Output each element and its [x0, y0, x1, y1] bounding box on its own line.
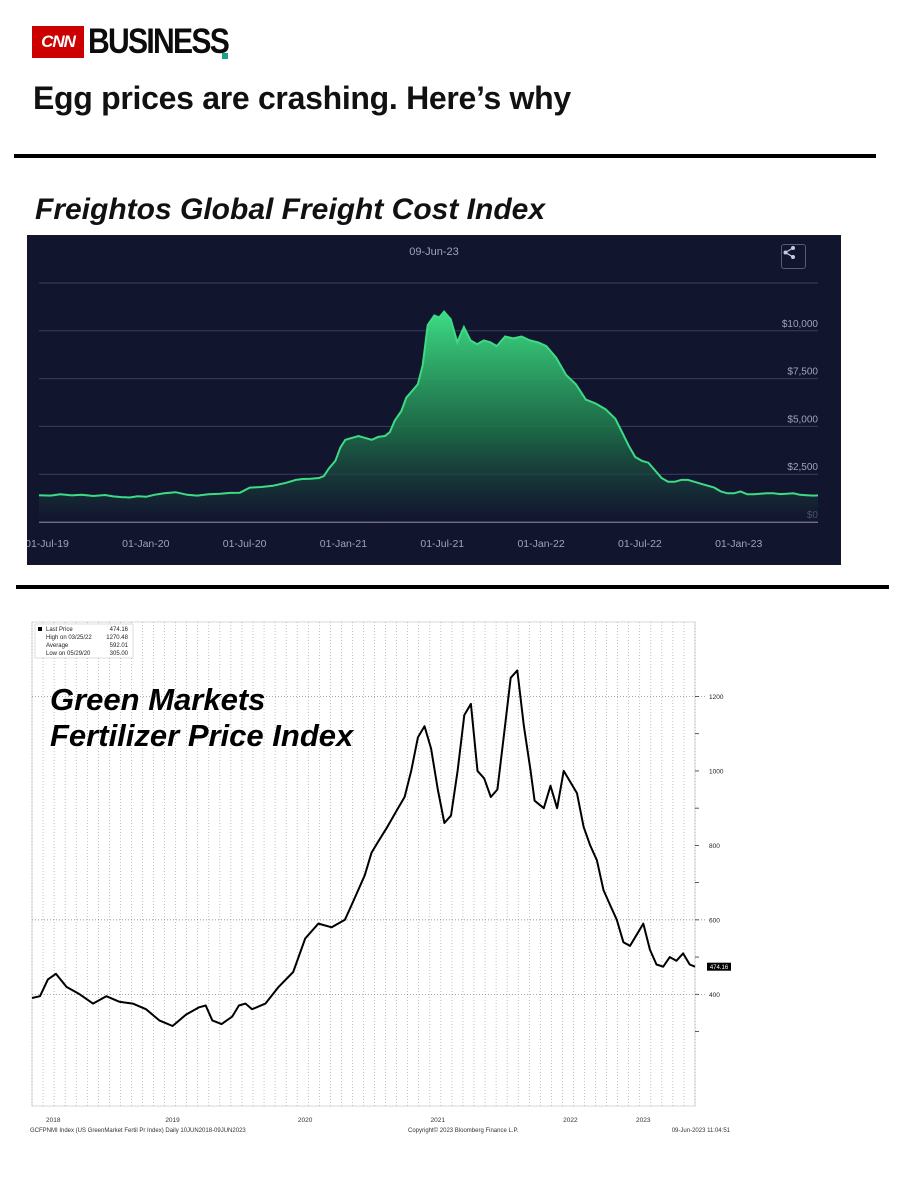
x-tick-label: 01-Jan-21	[320, 538, 367, 550]
legend-label: Average	[46, 643, 69, 649]
legend-swatch	[38, 627, 42, 631]
y-tick-label: $7,500	[787, 367, 818, 378]
legend-label: High on 03/25/22	[46, 635, 92, 641]
year-label: 2022	[563, 1117, 578, 1124]
y-tick-label: 1000	[709, 768, 724, 775]
y-tick-label: $5,000	[787, 414, 818, 425]
green-markets-title-line2: Fertilizer Price Index	[50, 718, 354, 753]
y-tick-label: 400	[709, 992, 720, 999]
y-tick-label: 800	[709, 843, 720, 850]
page-title: Egg prices are crashing. Here’s why	[33, 80, 571, 116]
year-label: 2021	[431, 1117, 446, 1124]
footer-right: 09-Jun-2023 11:04:51	[672, 1128, 731, 1134]
y-tick-label: $2,500	[787, 462, 818, 473]
business-wordmark: BUSINESS	[88, 22, 230, 61]
y-tick-label: 600	[709, 917, 720, 924]
freightos-chart-svg: 09-Jun-23$0$2,500$5,000$7,500$10,00001-J…	[27, 246, 819, 550]
footer-center: Copyright© 2023 Bloomberg Finance L.P.	[408, 1127, 519, 1134]
share-button[interactable]	[781, 244, 806, 269]
freightos-date-label: 09-Jun-23	[409, 246, 459, 258]
x-tick-label: 01-Jan-20	[122, 538, 169, 550]
x-tick-label: 01-Jul-21	[420, 538, 464, 550]
last-price-tag	[707, 962, 731, 971]
x-tick-label: 01-Jul-20	[223, 538, 267, 550]
legend-value: 474.16	[110, 627, 129, 633]
year-label: 2020	[298, 1117, 313, 1124]
fertilizer-index-line	[31, 669, 696, 1027]
legend-label: Low on 05/29/20	[46, 651, 91, 657]
last-price-text: 474.16	[710, 965, 729, 971]
freightos-chart: 09-Jun-23$0$2,500$5,000$7,500$10,00001-J…	[27, 235, 841, 565]
y-tick-label: $10,000	[782, 319, 819, 330]
share-icon	[783, 246, 795, 259]
freight-line	[38, 310, 819, 499]
legend-value: 592.01	[110, 643, 129, 649]
x-tick-label: 01-Jul-22	[618, 538, 662, 550]
legend-box	[34, 623, 134, 659]
cnn-business-logo[interactable]: CNN BUSINESS	[32, 24, 251, 60]
x-tick-label: 01-Jul-19	[27, 538, 69, 550]
green-markets-chart: 400 600 800 1000 1200 2018 2019 2020 2021 2022 202…	[28, 592, 748, 1142]
freight-area	[39, 311, 818, 522]
legend-label: Last Price	[46, 627, 73, 633]
year-label: 2018	[46, 1117, 61, 1124]
legend-value: 305.00	[110, 651, 129, 657]
footer-left: GCFPNMI Index (US GreenMarket Fertil Pr …	[30, 1128, 246, 1134]
x-tick-label: 01-Jan-23	[715, 538, 762, 550]
green-markets-chart-svg: 400 600 800 1000 1200 2018 2019 2020 2021 2022 202…	[30, 621, 731, 1134]
year-label: 2023	[636, 1117, 651, 1124]
legend-value: 1270.48	[106, 635, 128, 641]
x-tick-label: 01-Jan-22	[517, 538, 564, 550]
logo-accent-dot	[222, 53, 228, 59]
cnn-logo-mark: CNN	[32, 26, 84, 58]
green-markets-title-line1: Green Markets	[50, 682, 266, 717]
y-tick-label: 1200	[709, 694, 724, 701]
middle-divider	[16, 585, 889, 589]
year-label: 2019	[165, 1117, 180, 1124]
top-divider	[14, 154, 876, 158]
freightos-chart-title: Freightos Global Freight Cost Index	[35, 193, 546, 226]
